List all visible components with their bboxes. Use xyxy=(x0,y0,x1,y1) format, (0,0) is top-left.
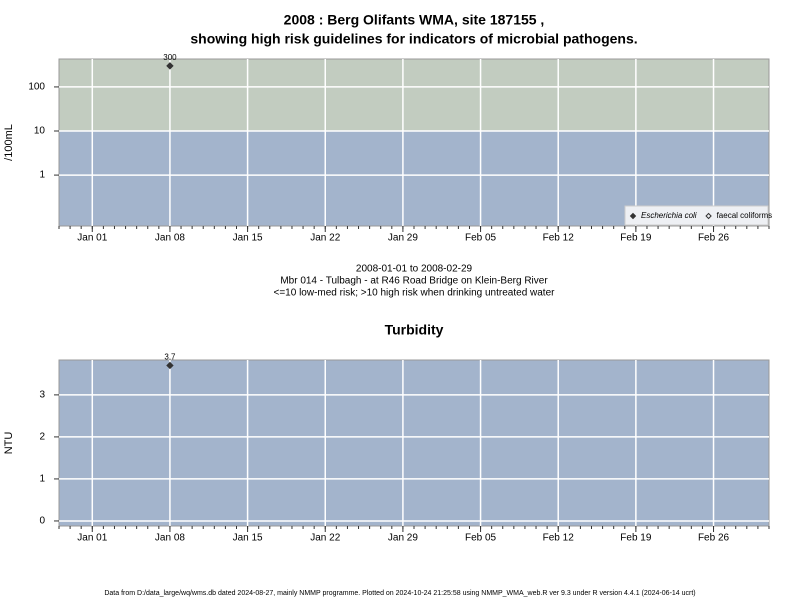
x-tick-label: Jan 22 xyxy=(310,533,340,544)
legend-label: faecal coliforms xyxy=(717,211,773,220)
x-tick-label: Jan 01 xyxy=(77,533,107,544)
x-tick-label: Feb 26 xyxy=(698,533,730,544)
y-tick-label: 100 xyxy=(28,82,45,93)
plot-background xyxy=(59,360,769,526)
y-tick-label: 0 xyxy=(39,516,45,527)
legend-marker xyxy=(629,212,637,220)
x-tick-label: Jan 22 xyxy=(310,233,340,244)
x-tick-label: Jan 15 xyxy=(233,233,263,244)
y-tick-label: 1 xyxy=(39,474,45,485)
y-tick-label: 3 xyxy=(39,390,45,401)
legend-marker xyxy=(705,212,712,220)
x-tick-label: Feb 26 xyxy=(698,233,730,244)
x-tick-label: Feb 05 xyxy=(465,233,497,244)
data-point xyxy=(166,361,174,370)
y-axis-label: NTU xyxy=(3,432,15,455)
x-tick-label: Feb 12 xyxy=(543,533,575,544)
chart-note: Mbr 014 - Tulbagh - at R46 Road Bridge o… xyxy=(280,276,548,287)
x-tick-label: Jan 29 xyxy=(388,233,418,244)
x-tick-label: Feb 05 xyxy=(465,533,497,544)
band-high xyxy=(59,59,769,132)
x-tick-label: Jan 15 xyxy=(233,533,263,544)
legend-box xyxy=(624,205,769,226)
data-point xyxy=(166,62,174,70)
x-tick-label: Feb 19 xyxy=(620,533,652,544)
y-tick-label: 1 xyxy=(39,170,45,181)
x-tick-label: Jan 29 xyxy=(388,533,418,544)
y-tick-label: 2 xyxy=(39,432,45,443)
chart-title: Turbidity xyxy=(385,322,444,338)
chart-title: 2008 : Berg Olifants WMA, site 187155 , xyxy=(284,12,545,28)
x-tick-label: Jan 08 xyxy=(155,533,185,544)
y-tick-label: 10 xyxy=(34,126,46,137)
x-tick-label: Feb 19 xyxy=(620,233,652,244)
data-label: 300 xyxy=(163,53,177,62)
data-label: 3.7 xyxy=(164,353,176,362)
footer: Data from D:/data_large/wq/wms.db dated … xyxy=(104,590,695,597)
chart-note: 2008-01-01 to 2008-02-29 xyxy=(356,264,473,275)
chart-note: <=10 low-med risk; >10 high risk when dr… xyxy=(274,288,556,299)
y-axis-label: /100mL xyxy=(3,124,15,161)
x-tick-label: Jan 08 xyxy=(155,233,185,244)
x-tick-label: Feb 12 xyxy=(543,233,575,244)
chart-title: showing high risk guidelines for indicat… xyxy=(190,31,637,47)
legend-label: Escherichia coli xyxy=(641,211,697,220)
x-tick-label: Jan 01 xyxy=(77,233,107,244)
